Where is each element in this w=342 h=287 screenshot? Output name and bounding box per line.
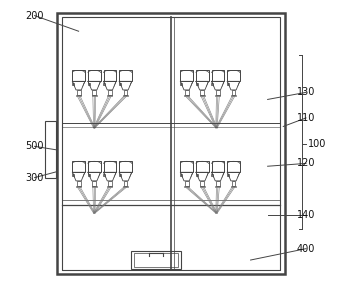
Bar <box>73 70 85 81</box>
Bar <box>107 95 113 96</box>
Bar <box>227 174 229 176</box>
Bar <box>88 83 90 85</box>
Bar <box>180 174 182 176</box>
Bar <box>231 95 236 96</box>
Bar <box>211 83 213 85</box>
Bar <box>180 83 182 85</box>
Text: 130: 130 <box>297 87 315 97</box>
Bar <box>92 90 96 95</box>
Bar <box>185 90 188 95</box>
Bar <box>108 90 112 95</box>
Bar <box>72 83 74 85</box>
Bar <box>216 181 220 186</box>
Bar <box>104 70 116 81</box>
Bar <box>196 160 209 172</box>
Bar <box>76 95 81 96</box>
Bar <box>92 186 97 187</box>
Bar <box>77 181 81 186</box>
Bar <box>103 174 105 176</box>
Bar <box>103 83 105 85</box>
Bar <box>92 181 96 186</box>
Text: 200: 200 <box>25 11 44 21</box>
Bar <box>196 83 198 85</box>
Bar <box>227 160 240 172</box>
Bar <box>200 95 205 96</box>
Bar <box>76 186 81 187</box>
Text: 400: 400 <box>297 244 315 254</box>
Bar <box>108 181 112 186</box>
Bar <box>119 174 121 176</box>
Bar <box>196 70 209 81</box>
Text: 100: 100 <box>308 139 326 148</box>
Text: 500: 500 <box>25 141 44 151</box>
Bar <box>180 160 193 172</box>
Bar <box>57 13 285 274</box>
Bar <box>88 174 90 176</box>
Bar <box>227 70 240 81</box>
Bar <box>123 90 128 95</box>
Bar <box>123 95 128 96</box>
Bar <box>44 121 56 178</box>
Text: 120: 120 <box>297 158 315 168</box>
Text: 110: 110 <box>297 113 315 123</box>
Bar <box>62 17 280 270</box>
Bar <box>107 186 113 187</box>
Bar <box>232 181 236 186</box>
Bar <box>200 90 204 95</box>
Bar <box>119 160 132 172</box>
Bar <box>123 181 128 186</box>
Bar <box>131 251 181 269</box>
Bar <box>212 160 224 172</box>
Bar <box>184 95 189 96</box>
Bar <box>232 90 236 95</box>
Bar <box>196 174 198 176</box>
Bar <box>119 70 132 81</box>
Bar <box>92 95 97 96</box>
Bar <box>215 95 221 96</box>
Bar <box>123 186 128 187</box>
Bar <box>104 160 116 172</box>
Bar <box>231 186 236 187</box>
Bar <box>200 186 205 187</box>
Bar <box>73 160 85 172</box>
Bar <box>62 205 280 270</box>
Bar <box>227 83 229 85</box>
Bar <box>77 90 81 95</box>
Bar <box>88 70 101 81</box>
Bar <box>216 90 220 95</box>
Text: 300: 300 <box>25 172 44 183</box>
Bar <box>185 181 188 186</box>
Bar <box>212 70 224 81</box>
Bar <box>184 186 189 187</box>
Bar <box>180 70 193 81</box>
Bar <box>72 174 74 176</box>
Bar <box>200 181 204 186</box>
Bar <box>134 253 178 267</box>
Text: 140: 140 <box>297 210 315 220</box>
Bar <box>215 186 221 187</box>
Bar <box>119 83 121 85</box>
Bar <box>211 174 213 176</box>
Bar <box>88 160 101 172</box>
